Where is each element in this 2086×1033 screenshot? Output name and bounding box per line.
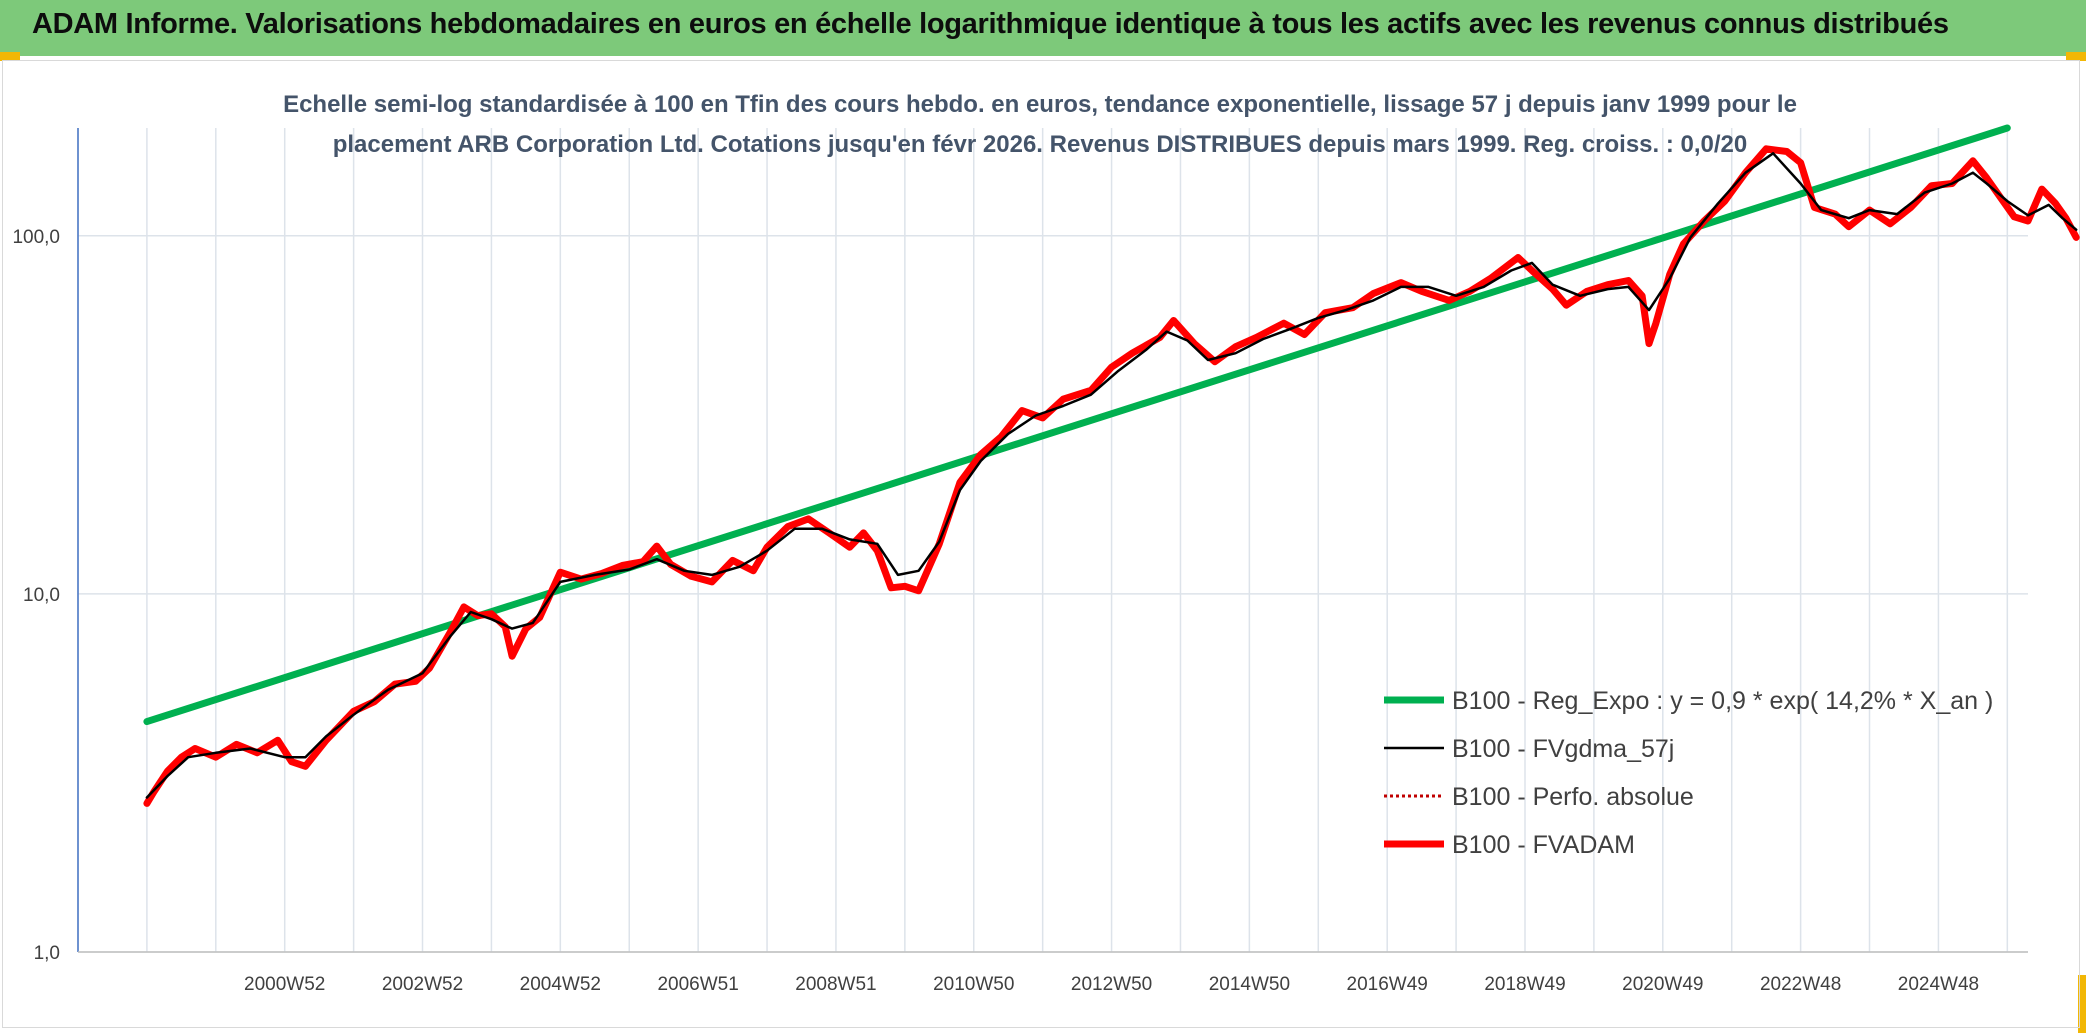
- corner-marker: [0, 52, 20, 61]
- x-tick-label: 2010W50: [933, 974, 1014, 995]
- series-line-1: [145, 152, 2078, 799]
- series-line-0: [143, 124, 2011, 726]
- x-tick-label: 2002W52: [382, 974, 463, 995]
- legend: B100 - Reg_Expo : y = 0,9 * exp( 14,2% *…: [1384, 687, 1993, 859]
- series-line-3: [143, 145, 2080, 807]
- legend-label: B100 - Perfo. absolue: [1452, 783, 1694, 811]
- grid: [77, 128, 2028, 953]
- chart-subtitle-line-1: Echelle semi-log standardisée à 100 en T…: [283, 91, 1797, 118]
- x-tick-label: 2004W52: [520, 974, 601, 995]
- series: [143, 124, 2080, 807]
- x-tick-label: 2016W49: [1347, 974, 1428, 995]
- x-tick-label: 2014W50: [1209, 974, 1290, 995]
- chart-subtitle-line-2: placement ARB Corporation Ltd. Cotations…: [333, 131, 1748, 158]
- x-tick-label: 2024W48: [1898, 974, 1979, 995]
- y-tick-label: 10,0: [23, 585, 60, 606]
- x-tick-label: 2008W51: [795, 974, 876, 995]
- y-tick-label: 100,0: [12, 227, 60, 248]
- x-tick-label: 2006W51: [657, 974, 738, 995]
- y-tick-label: 1,0: [34, 943, 60, 964]
- x-tick-label: 2020W49: [1622, 974, 1703, 995]
- corner-marker: [2066, 52, 2086, 61]
- axes: 1,0 10,0 100,0 2000W52 2002W52 2004W52 2006W51…: [12, 128, 2028, 995]
- x-tick-label: 2000W52: [244, 974, 325, 995]
- x-tick-label: 2022W48: [1760, 974, 1841, 995]
- page-title: ADAM Informe. Valorisations hebdomadaire…: [32, 8, 1949, 40]
- corner-marker: [2078, 975, 2086, 1033]
- x-tick-label: 2012W50: [1071, 974, 1152, 995]
- x-tick-label: 2018W49: [1484, 974, 1565, 995]
- legend-label: B100 - FVgdma_57j: [1452, 735, 1674, 763]
- chart-frame: [2, 60, 2080, 1028]
- legend-label: B100 - Reg_Expo : y = 0,9 * exp( 14,2% *…: [1452, 687, 1993, 715]
- title-bar: ADAM Informe. Valorisations hebdomadaire…: [0, 0, 2086, 56]
- legend-label: B100 - FVADAM: [1452, 831, 1635, 859]
